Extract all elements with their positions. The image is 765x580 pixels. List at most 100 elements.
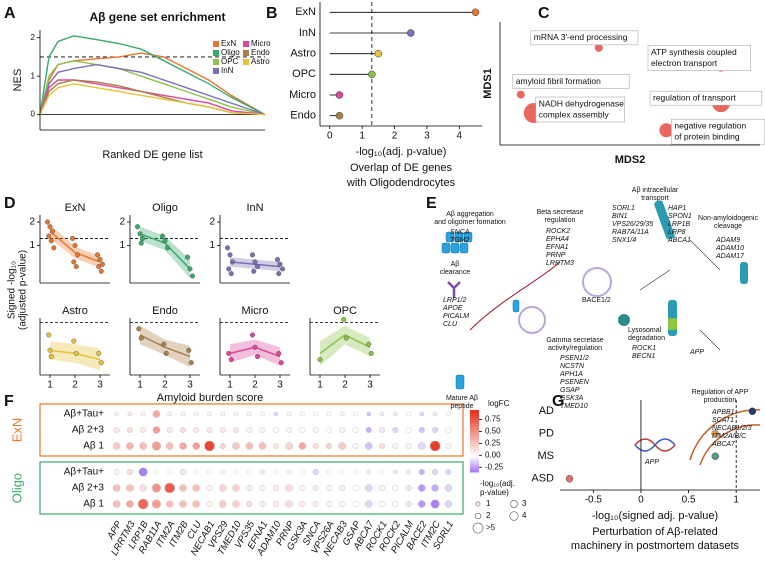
dot: [352, 427, 359, 434]
point: [366, 341, 372, 347]
point: [51, 245, 57, 251]
category-label: ASD: [531, 473, 554, 485]
point: [228, 271, 234, 277]
dot: [272, 427, 279, 434]
dot: [259, 485, 266, 492]
gene: PSENEN: [560, 379, 590, 386]
lysosome: [618, 314, 630, 326]
size-legend-dot: [472, 522, 484, 534]
point: [161, 341, 167, 347]
dot: [338, 442, 346, 450]
legend-swatch: [213, 41, 219, 47]
row-label: Aβ+Tau+: [64, 409, 104, 420]
point-label: of protein binding: [674, 131, 739, 141]
dot: [126, 427, 133, 434]
dot: [335, 91, 344, 99]
row-label: Aβ+Tau+: [64, 467, 104, 478]
size-legend-dot: [474, 512, 482, 520]
confidence-band: [320, 325, 370, 366]
category-label: Micro: [289, 89, 316, 101]
gene: APBB1: [711, 409, 735, 416]
panel-label: G: [552, 393, 564, 410]
dot: [114, 411, 119, 417]
group-box: [39, 403, 464, 457]
dot: [352, 501, 359, 508]
dot: [406, 469, 411, 475]
legend-swatch: [213, 68, 219, 74]
point: [46, 332, 52, 338]
dot: [406, 29, 415, 37]
point: [99, 261, 105, 267]
colorbar-cell: [470, 426, 479, 429]
size-legend-dot: [509, 511, 519, 521]
dot: [379, 501, 386, 508]
colorbar-tick-label: -0.25: [485, 462, 504, 471]
peptide: [512, 299, 520, 313]
diagram-title: activity/regulation: [548, 345, 602, 352]
x-tick-label: 1: [733, 495, 739, 506]
point: [249, 332, 255, 338]
dot: [335, 111, 344, 120]
dot: [219, 500, 227, 508]
diagram-title: Mature Aβ: [446, 395, 478, 402]
legend-label: Oligo: [221, 48, 240, 57]
dot: [365, 484, 373, 492]
dot: [418, 500, 426, 508]
point: [229, 259, 235, 265]
colorbar-tick-label: 0.00: [485, 450, 501, 459]
dot: [206, 501, 213, 508]
gene: EPHA4: [546, 236, 569, 243]
point: [277, 261, 283, 267]
panel-title: ExN: [65, 202, 86, 214]
legend-label: OPC: [221, 57, 239, 66]
dot: [366, 469, 372, 475]
dot: [298, 442, 307, 450]
dot: [379, 485, 386, 492]
gene: CLU: [443, 321, 458, 328]
dot: [246, 427, 253, 434]
point: [252, 259, 258, 265]
gene: SPON1: [668, 213, 692, 220]
dot: [325, 427, 332, 434]
dot: [352, 485, 359, 492]
dot: [392, 443, 399, 450]
gene: BIN1: [612, 213, 628, 220]
colorbar-tick-label: 0.25: [485, 438, 501, 447]
point-label: electron transport: [651, 58, 718, 68]
point: [341, 317, 347, 323]
dot: [430, 499, 440, 509]
dot: [325, 485, 332, 492]
dot: [272, 485, 279, 492]
oligomer: [463, 231, 473, 243]
dot: [233, 411, 239, 417]
chart-title: Overlap of DE genes: [350, 162, 453, 174]
panel-title: OPC: [333, 305, 357, 317]
dot: [206, 485, 213, 492]
dot: [432, 411, 438, 417]
diagram-title: and oligomer formation: [434, 219, 506, 226]
group-label: Oligo: [9, 473, 24, 503]
dot: [299, 427, 306, 434]
dot: [379, 443, 386, 450]
diagram-title: clearance: [440, 269, 470, 276]
category-label: InN: [299, 27, 316, 39]
gene: NECAB1/2/3: [712, 425, 752, 432]
dot: [192, 500, 200, 508]
x-tick-label: 0: [327, 131, 333, 142]
dot: [418, 427, 425, 434]
dot: [326, 469, 332, 475]
gene: APOE: [442, 305, 463, 312]
point-label: amyloid fibril formation: [516, 76, 601, 86]
x-tick-label: -0.5: [585, 495, 603, 506]
label-box: [647, 45, 751, 71]
colorbar-cell: [470, 412, 479, 415]
gene: TGM2: [450, 237, 470, 244]
dot: [260, 411, 265, 417]
point: [74, 252, 80, 258]
row-label: Aβ 1: [83, 441, 104, 452]
category-label: Endo: [290, 110, 316, 122]
arrow: [469, 261, 561, 331]
dot: [365, 427, 372, 434]
diagram-title: Regulation of APP: [692, 389, 749, 396]
arrow: [639, 239, 721, 351]
